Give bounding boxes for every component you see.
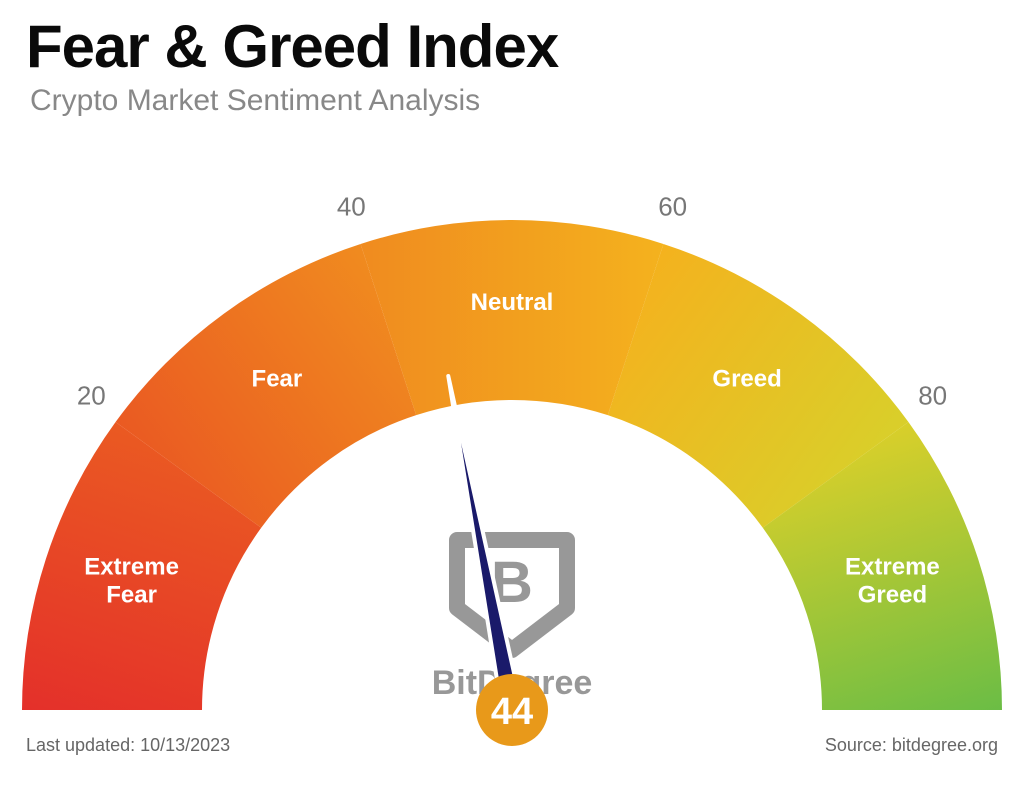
gauge-tick-label: 80	[918, 380, 947, 410]
last-updated-label: Last updated: 10/13/2023	[26, 735, 230, 756]
segment-label: Fear	[252, 365, 303, 392]
gauge-chart: ExtremeFearFearNeutralGreedExtremeGreed2…	[0, 150, 1024, 750]
segment-label: ExtremeGreed	[845, 553, 940, 608]
page-title: Fear & Greed Index	[26, 12, 558, 81]
gauge-tick-label: 20	[77, 380, 106, 410]
gauge-value: 44	[491, 691, 533, 733]
fear-greed-index-card: Fear & Greed Index Crypto Market Sentime…	[0, 0, 1024, 792]
page-subtitle: Crypto Market Sentiment Analysis	[30, 84, 480, 118]
segment-label: Greed	[712, 365, 781, 392]
source-value: bitdegree.org	[892, 735, 998, 755]
gauge-tick-label: 60	[658, 191, 687, 221]
last-updated-date: 10/13/2023	[140, 735, 230, 755]
source-prefix: Source:	[825, 735, 892, 755]
gauge-tick-label: 40	[337, 191, 366, 221]
source-label: Source: bitdegree.org	[825, 735, 998, 756]
segment-label: Neutral	[471, 289, 554, 316]
last-updated-prefix: Last updated:	[26, 735, 140, 755]
